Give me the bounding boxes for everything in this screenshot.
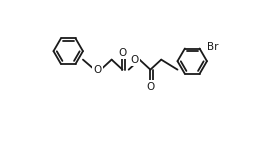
Text: O: O [118,48,127,58]
Text: O: O [94,65,102,75]
Text: O: O [130,55,138,65]
Text: O: O [146,82,155,92]
Text: Br: Br [207,41,219,52]
